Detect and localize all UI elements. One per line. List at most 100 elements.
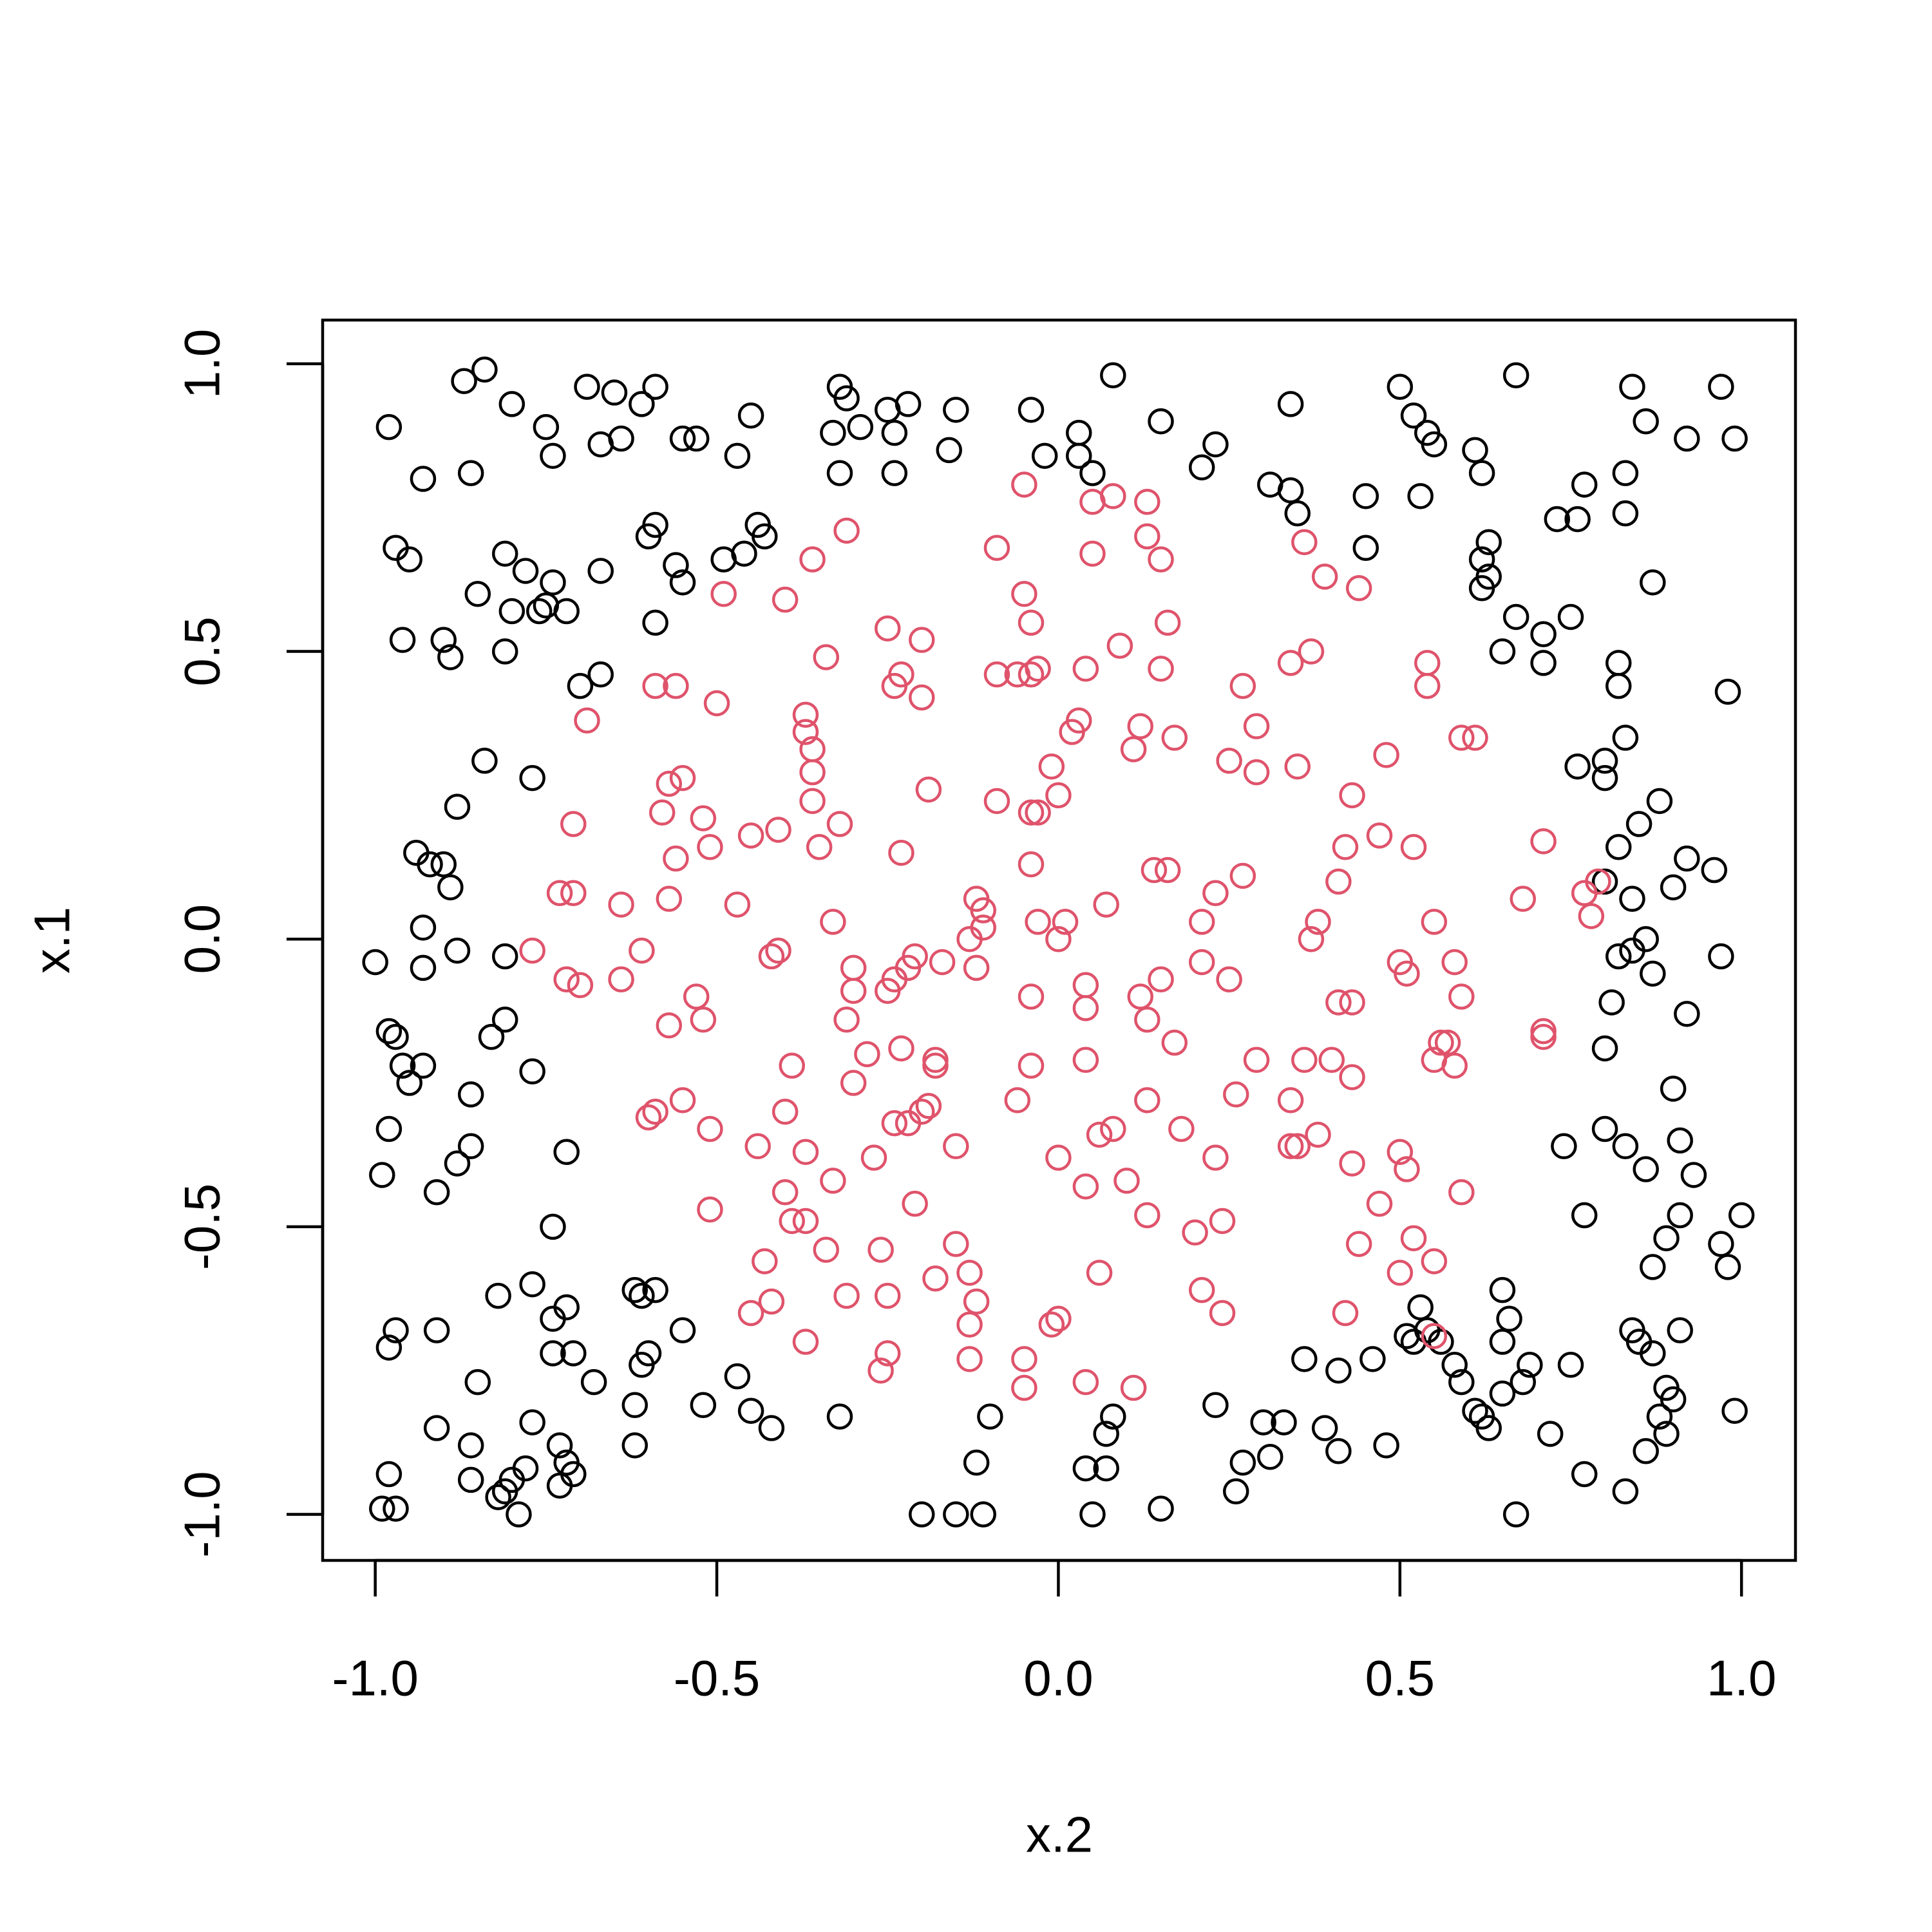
point — [464, 580, 491, 607]
y-tick-label: -0.5 — [174, 1184, 231, 1270]
point — [457, 1133, 484, 1160]
point — [478, 1023, 505, 1050]
point — [410, 914, 437, 941]
point — [1394, 960, 1420, 987]
point — [1018, 799, 1045, 826]
point — [1441, 1052, 1468, 1079]
point — [635, 1104, 662, 1131]
point — [629, 937, 655, 964]
point — [1093, 1455, 1119, 1482]
point — [1400, 402, 1427, 429]
point — [389, 1052, 416, 1079]
point — [867, 1357, 894, 1384]
point — [1188, 909, 1215, 935]
point — [1059, 719, 1085, 745]
point — [423, 1179, 450, 1206]
point — [1640, 1340, 1666, 1367]
point — [977, 1403, 1003, 1430]
point — [498, 391, 526, 417]
point — [1182, 1219, 1208, 1246]
point — [383, 1317, 409, 1343]
point — [1373, 1432, 1399, 1459]
point — [1633, 1438, 1659, 1464]
point — [1018, 983, 1045, 1010]
point — [1612, 460, 1639, 486]
point — [860, 1144, 887, 1171]
point — [1721, 425, 1748, 452]
point — [629, 1352, 655, 1378]
point — [1571, 471, 1598, 498]
point — [1387, 1139, 1414, 1165]
point — [1100, 483, 1126, 509]
point — [1721, 1397, 1748, 1424]
point — [1038, 753, 1065, 780]
point — [491, 1478, 518, 1505]
point — [1359, 1346, 1386, 1372]
point — [375, 1115, 402, 1142]
point — [1072, 1368, 1099, 1396]
point — [1325, 989, 1352, 1016]
point — [1209, 1300, 1236, 1327]
y-tick-label: 0.5 — [174, 616, 231, 686]
point — [1489, 1329, 1516, 1355]
point — [943, 1133, 969, 1160]
point — [1441, 949, 1468, 976]
point — [1052, 909, 1079, 935]
point — [799, 759, 826, 786]
point — [1619, 886, 1645, 912]
point — [642, 609, 668, 636]
point — [1387, 1260, 1414, 1286]
point — [1366, 822, 1393, 849]
point — [1291, 1046, 1318, 1074]
point — [1025, 799, 1051, 826]
point — [983, 788, 1010, 815]
point — [629, 1282, 655, 1309]
point — [1591, 764, 1618, 791]
point — [1311, 1415, 1338, 1441]
point — [772, 1179, 799, 1206]
point — [1202, 1144, 1229, 1171]
point — [752, 523, 778, 550]
point — [1598, 989, 1625, 1016]
point — [540, 1305, 566, 1332]
x-tick-label: 0.0 — [1023, 1650, 1093, 1707]
point — [1154, 609, 1181, 636]
point — [574, 374, 600, 400]
y-tick-label: 1.0 — [174, 329, 231, 399]
point — [1086, 1121, 1113, 1148]
point — [724, 891, 751, 918]
point — [929, 949, 956, 976]
point — [533, 413, 560, 440]
point — [1667, 1317, 1693, 1343]
point — [963, 1449, 990, 1476]
point — [649, 799, 676, 826]
point — [936, 437, 962, 464]
point — [656, 770, 683, 797]
point — [1345, 575, 1372, 601]
point — [396, 546, 422, 573]
point — [833, 1007, 860, 1033]
point — [669, 569, 696, 596]
point — [540, 569, 566, 596]
point — [1277, 391, 1304, 417]
point — [1148, 1495, 1174, 1522]
point — [1066, 419, 1092, 446]
point — [1325, 868, 1352, 895]
point — [888, 839, 914, 866]
point — [1188, 1276, 1215, 1303]
point — [703, 690, 730, 717]
point — [1100, 1115, 1126, 1142]
point — [1591, 1115, 1618, 1142]
point — [1086, 1260, 1113, 1286]
point — [792, 1208, 819, 1235]
y-axis-label: x.1 — [24, 907, 80, 974]
point — [1127, 713, 1153, 739]
point — [772, 1098, 799, 1125]
point — [437, 874, 464, 901]
point — [396, 1070, 422, 1096]
point — [690, 1007, 717, 1033]
point — [1674, 425, 1700, 452]
point — [752, 1248, 778, 1274]
point — [1728, 1202, 1755, 1229]
